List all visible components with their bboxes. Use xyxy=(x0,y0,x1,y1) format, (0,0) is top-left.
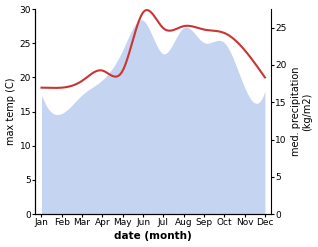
Y-axis label: max temp (C): max temp (C) xyxy=(5,78,16,145)
Y-axis label: med. precipitation
(kg/m2): med. precipitation (kg/m2) xyxy=(291,67,313,156)
X-axis label: date (month): date (month) xyxy=(114,231,192,242)
